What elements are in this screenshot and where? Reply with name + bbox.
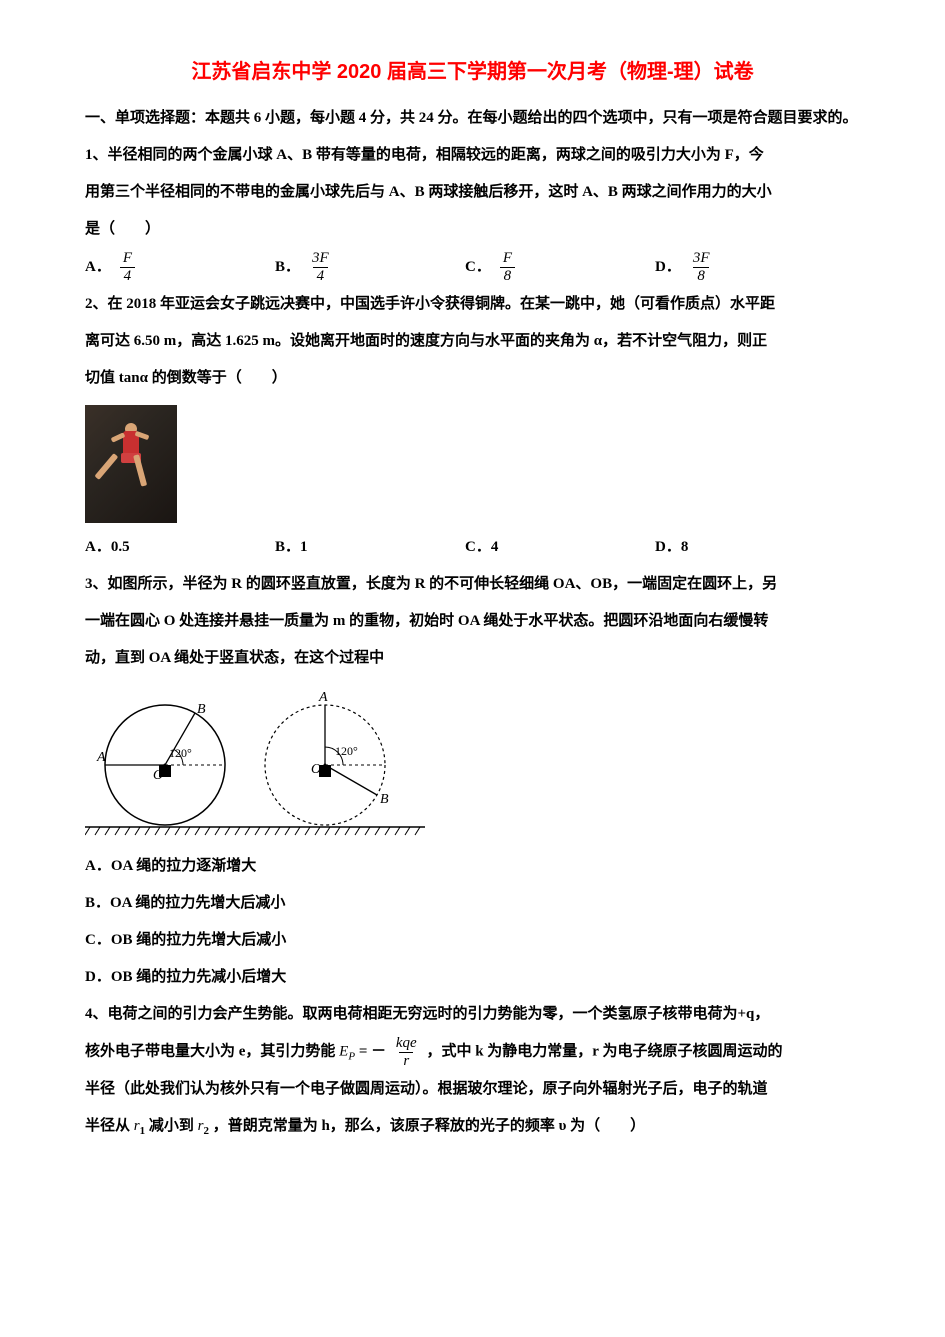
- labelB-1: B: [197, 702, 206, 717]
- q1-optD-label: D．: [655, 251, 681, 284]
- q2-line1: 2、在 2018 年亚运会女子跳远决赛中，中国选手许小令获得铜牌。在某一跳中，她…: [85, 288, 860, 321]
- q1-optA-frac: F 4: [119, 250, 136, 284]
- labelO-2: O: [311, 762, 321, 777]
- q3-diagram: 120° A B O 120° A B O: [85, 685, 860, 840]
- q3-optB: B．OA 绳的拉力先增大后减小: [85, 887, 860, 920]
- q3-optD: D．OB 绳的拉力先减小后增大: [85, 961, 860, 994]
- section-heading: 一、单项选择题：本题共 6 小题，每小题 4 分，共 24 分。在每小题给出的四…: [85, 102, 860, 135]
- q1-optC-label: C．: [465, 251, 491, 284]
- q1-optB-label: B．: [275, 251, 300, 284]
- labelO-1: O: [153, 768, 163, 783]
- q1-line1: 1、半径相同的两个金属小球 A、B 带有等量的电荷，相隔较远的距离，两球之间的吸…: [85, 139, 860, 172]
- q3-line3: 动，直到 OA 绳处于竖直状态，在这个过程中: [85, 642, 860, 675]
- q2-options: A．0.5 B．1 C．4 D．8: [85, 531, 860, 564]
- angle-label-2: 120°: [335, 744, 358, 758]
- q1-line3: 是（ ）: [85, 213, 860, 246]
- labelA-1: A: [96, 750, 106, 765]
- q1-optC-frac: F 8: [499, 250, 516, 284]
- labelA-2: A: [318, 690, 328, 705]
- q2-athlete-photo: [85, 405, 177, 523]
- q3-optA: A．OA 绳的拉力逐渐增大: [85, 850, 860, 883]
- q1-options: A． F 4 B． 3F 4 C． F 8 D． 3F 8: [85, 250, 860, 284]
- q2-optD: D．8: [655, 531, 688, 564]
- q3-line2: 一端在圆心 O 处连接并悬挂一质量为 m 的重物，初始时 OA 绳处于水平状态。…: [85, 605, 860, 638]
- q1-optB-frac: 3F 4: [308, 250, 333, 284]
- q4-line1: 4、电荷之间的引力会产生势能。取两电荷相距无穷远时的引力势能为零，一个类氢原子核…: [85, 998, 860, 1031]
- q4-line2: 核外电子带电量大小为 e，其引力势能 EP = － kqe r ，式中 k 为静…: [85, 1035, 860, 1069]
- angle-label-1: 120°: [169, 746, 192, 760]
- q3-line1: 3、如图所示，半径为 R 的圆环竖直放置，长度为 R 的不可伸长轻细绳 OA、O…: [85, 568, 860, 601]
- q1-optD-frac: 3F 8: [689, 250, 714, 284]
- q2-optB: B．1: [275, 531, 465, 564]
- q2-optA: A．0.5: [85, 531, 275, 564]
- q4-line4: 半径从 r1 减小到 r2 ，普朗克常量为 h，那么，该原子释放的光子的频率 υ…: [85, 1110, 860, 1143]
- q4-ep-frac: kqe r: [392, 1035, 421, 1069]
- q4-line3: 半径（此处我们认为核外只有一个电子做圆周运动）。根据玻尔理论，原子向外辐射光子后…: [85, 1073, 860, 1106]
- exam-title: 江苏省启东中学 2020 届高三下学期第一次月考（物理-理）试卷: [85, 55, 860, 84]
- q2-optC: C．4: [465, 531, 655, 564]
- q2-line3: 切值 tanα 的倒数等于（ ）: [85, 362, 860, 395]
- q3-optC: C．OB 绳的拉力先增大后减小: [85, 924, 860, 957]
- q1-line2: 用第三个半径相同的不带电的金属小球先后与 A、B 两球接触后移开，这时 A、B …: [85, 176, 860, 209]
- q1-optA-label: A．: [85, 251, 111, 284]
- q2-line2: 离可达 6.50 m，高达 1.625 m。设她离开地面时的速度方向与水平面的夹…: [85, 325, 860, 358]
- labelB-2: B: [380, 792, 389, 807]
